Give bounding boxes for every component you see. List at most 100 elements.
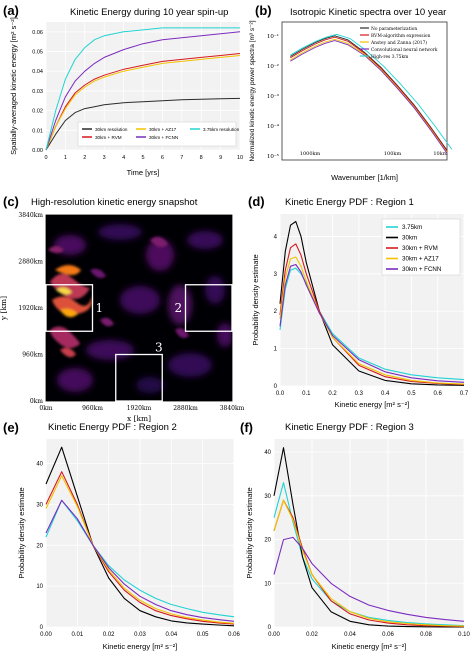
y-tick-label: 3840km bbox=[18, 212, 43, 219]
y-tick-label: 10⁻¹ bbox=[267, 33, 279, 40]
panel-f-letter: (f) bbox=[240, 420, 253, 435]
series-line bbox=[45, 55, 241, 151]
legend-label: No parameterization bbox=[371, 27, 417, 32]
series-line bbox=[279, 263, 465, 383]
x-tick-label: 0km bbox=[39, 405, 52, 412]
legend-label: 30km bbox=[402, 235, 417, 242]
y-axis-label: y [km] bbox=[0, 296, 8, 321]
x-tick-label: 9 bbox=[219, 155, 222, 161]
x-tick-label: 1000km bbox=[300, 151, 321, 157]
x-tick-label: 0.04 bbox=[344, 632, 356, 638]
legend-label: 30km + RVM bbox=[402, 245, 438, 252]
x-tick-label: 2880km bbox=[173, 405, 198, 412]
x-tick-label: 0.10 bbox=[458, 632, 470, 638]
y-tick-label: 10⁻² bbox=[267, 63, 279, 70]
y-tick-label: 1920km bbox=[18, 305, 43, 312]
region-label: 1 bbox=[96, 301, 104, 315]
y-tick-label: 40 bbox=[36, 462, 43, 468]
series-line bbox=[45, 446, 235, 627]
x-tick-label: 2 bbox=[83, 155, 86, 161]
panel-c-letter: (c) bbox=[3, 194, 19, 209]
panel-a-title: Kinetic Energy during 10 year spin-up bbox=[70, 7, 228, 18]
y-tick-label: 10⁻³ bbox=[267, 93, 279, 100]
x-tick-label: 0.4 bbox=[381, 391, 390, 397]
region-label: 2 bbox=[175, 301, 183, 315]
legend-box bbox=[77, 121, 237, 147]
x-axis-label: Wavenumber [1/km] bbox=[331, 173, 398, 182]
x-tick-label: 0.06 bbox=[228, 632, 240, 638]
y-tick-label: 0.06 bbox=[32, 30, 43, 36]
legend-label: Anstey and Zanna (2017) bbox=[370, 41, 427, 46]
plot-background-f bbox=[274, 439, 464, 627]
x-axis-label: Time [yrs] bbox=[127, 168, 160, 177]
y-tick-label: 20 bbox=[36, 543, 43, 549]
x-tick-label: 0.1 bbox=[302, 391, 311, 397]
y-tick-label: 0.01 bbox=[32, 128, 43, 134]
x-tick-label: 4 bbox=[122, 155, 125, 161]
y-axis-label: Spatially-averaged kinetic energy [m² s⁻… bbox=[9, 17, 18, 155]
y-tick-label: 0 bbox=[268, 625, 272, 631]
spectrum-line bbox=[290, 38, 448, 153]
x-tick-label: 0.6 bbox=[434, 391, 443, 397]
spectrum-line bbox=[290, 36, 448, 152]
panel-d-title: Kinetic Energy PDF : Region 1 bbox=[285, 197, 414, 208]
y-axis-label: Normalized kinetic energy power spectra … bbox=[249, 20, 256, 161]
x-tick-label: 0.2 bbox=[328, 391, 337, 397]
x-tick-label: 3 bbox=[103, 155, 106, 161]
legend-label: 30km + RVM bbox=[95, 135, 122, 140]
x-tick-label: 10 bbox=[237, 155, 243, 161]
y-tick-label: 0.04 bbox=[32, 69, 43, 75]
x-tick-label: 0.02 bbox=[103, 632, 115, 638]
series-line bbox=[273, 499, 465, 628]
x-tick-label: 960km bbox=[82, 405, 103, 412]
x-tick-label: 0.06 bbox=[382, 632, 394, 638]
x-axis-label: x [km] bbox=[127, 414, 151, 423]
y-tick-label: 2880km bbox=[18, 259, 43, 266]
y-tick-label: 0.02 bbox=[32, 109, 43, 115]
series-line bbox=[45, 27, 240, 151]
y-tick-label: 10⁻⁵ bbox=[267, 153, 279, 160]
region-box bbox=[184, 284, 233, 332]
y-tick-label: 2 bbox=[274, 309, 278, 315]
x-tick-label: 10km bbox=[433, 151, 447, 157]
series-line bbox=[45, 475, 235, 624]
x-tick-label: 0.00 bbox=[40, 632, 52, 638]
series-line bbox=[45, 499, 235, 618]
y-tick-label: 0km bbox=[30, 398, 43, 405]
y-tick-label: 10⁻⁴ bbox=[267, 123, 280, 130]
x-tick-label: 0.02 bbox=[306, 632, 318, 638]
y-axis-label: Probability density estimate bbox=[251, 254, 260, 345]
spectrum-line bbox=[290, 35, 448, 151]
x-tick-label: 0.3 bbox=[355, 391, 364, 397]
x-tick-label: 0 bbox=[44, 155, 47, 161]
spectrum-line bbox=[290, 33, 453, 150]
panel-b-letter: (b) bbox=[255, 3, 272, 18]
legend-label: 30km resolution bbox=[95, 127, 128, 132]
legend-label: 3.75km resolution bbox=[203, 127, 240, 132]
region-box bbox=[45, 284, 94, 332]
y-tick-label: 0 bbox=[40, 625, 44, 631]
x-tick-label: 0.5 bbox=[407, 391, 416, 397]
region-label: 3 bbox=[155, 341, 163, 355]
y-tick-label: 10 bbox=[36, 584, 43, 590]
x-tick-label: 1920km bbox=[127, 405, 152, 412]
x-tick-label: 0.03 bbox=[134, 632, 146, 638]
series-line bbox=[279, 243, 465, 386]
x-tick-label: 100km bbox=[384, 151, 402, 157]
y-tick-label: 0 bbox=[274, 384, 278, 390]
x-tick-label: 0.04 bbox=[165, 632, 177, 638]
legend-label: 30km + AZ17 bbox=[149, 127, 177, 132]
x-tick-label: 0.08 bbox=[420, 632, 432, 638]
spectrum-line bbox=[290, 40, 448, 154]
y-tick-label: 10 bbox=[264, 581, 271, 587]
y-tick-label: 20 bbox=[264, 538, 271, 544]
series-line bbox=[273, 536, 465, 622]
x-tick-label: 5 bbox=[141, 155, 144, 161]
legend-label: 30km + FCNN bbox=[149, 135, 178, 140]
x-tick-label: 7 bbox=[180, 155, 183, 161]
x-axis-label: Kinetic energy [m² s⁻²] bbox=[335, 400, 410, 409]
y-tick-label: 0.03 bbox=[32, 89, 43, 95]
series-line bbox=[273, 447, 465, 628]
y-tick-label: 0.05 bbox=[32, 50, 43, 56]
